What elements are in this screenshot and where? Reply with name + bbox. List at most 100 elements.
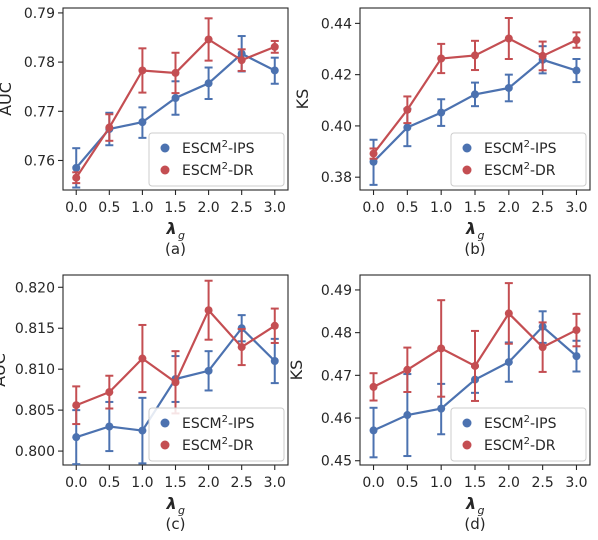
x-tick-label: 3.0: [565, 200, 587, 216]
legend-label-tail: -DR: [228, 438, 254, 454]
x-axis-label-subscript: g: [178, 504, 185, 517]
legend-label-superscript: 2: [524, 436, 530, 447]
legend-marker: [160, 165, 170, 175]
series-dr: [72, 17, 279, 185]
x-tick-label: 1.0: [131, 200, 153, 216]
panel-caption: (c): [166, 515, 186, 533]
x-tick-label: 0.0: [362, 200, 384, 216]
x-tick-label: 0.5: [98, 200, 120, 216]
legend-label-superscript: 2: [524, 161, 530, 172]
data-point: [403, 123, 412, 132]
data-point: [204, 306, 213, 315]
x-tick-label: 0.5: [396, 200, 418, 216]
y-axis-label: AUC: [0, 353, 9, 387]
legend-label-superscript: 2: [222, 139, 228, 150]
legend-label-base: ESCM: [484, 141, 524, 157]
data-point: [504, 358, 513, 367]
data-point: [105, 123, 114, 132]
panel-caption: (b): [464, 240, 485, 258]
data-point: [72, 173, 81, 182]
data-point: [572, 36, 581, 45]
series-dr: [72, 279, 279, 426]
data-point: [403, 411, 412, 420]
y-tick-label: 0.76: [24, 153, 55, 169]
y-tick-label: 0.44: [321, 16, 352, 32]
data-point: [270, 356, 279, 365]
data-point: [204, 35, 213, 44]
legend-marker: [462, 143, 472, 153]
x-axis-label: λ: [465, 219, 476, 238]
legend-label-tail: -IPS: [228, 416, 255, 432]
legend-label-tail: -DR: [530, 163, 556, 179]
legend-label-tail: -DR: [228, 163, 254, 179]
y-tick-label: 0.45: [321, 454, 352, 470]
x-tick-label: 1.5: [464, 475, 486, 491]
y-tick-label: 0.79: [24, 6, 55, 22]
legend-label-base: ESCM: [484, 163, 524, 179]
x-tick-label: 3.0: [264, 475, 286, 491]
x-tick-label: 2.5: [532, 475, 554, 491]
panel-4: 0.45 0.46 0.47 0.48 0.49 0.0 0.5 1.0 1.5 2.0 2.5 3.…: [287, 274, 591, 533]
data-point: [105, 422, 114, 431]
data-point: [204, 79, 213, 88]
y-tick-label: 0.820: [15, 280, 55, 296]
legend-marker: [462, 440, 472, 450]
y-tick-label: 0.47: [321, 368, 352, 384]
data-point: [437, 404, 446, 413]
x-tick-label: 0.5: [396, 475, 418, 491]
data-point: [138, 426, 147, 435]
x-tick-label: 0.0: [65, 200, 87, 216]
y-axis-label: KS: [287, 360, 306, 381]
data-point: [138, 354, 147, 363]
legend-box: [450, 407, 587, 462]
legend-label: ESCM2-DR: [484, 161, 556, 179]
x-tick-label: 1.0: [430, 200, 452, 216]
x-tick-label: 0.0: [362, 475, 384, 491]
legend-label-base: ESCM: [182, 438, 222, 454]
data-point: [504, 34, 513, 43]
x-tick-label: 0.0: [65, 475, 87, 491]
legend-label-tail: -IPS: [530, 416, 557, 432]
legend-label-superscript: 2: [524, 414, 530, 425]
x-tick-label: 2.0: [498, 200, 520, 216]
data-point: [471, 90, 479, 99]
legend-label-tail: -IPS: [530, 141, 557, 157]
series-dr: [369, 282, 581, 402]
panel-caption: (a): [165, 240, 186, 258]
panel-1: 0.76 0.77 0.78 0.79 0.0 0.5 1.0 1.5 2.0 2.5 3.0 AUC…: [0, 6, 289, 258]
data-point: [437, 54, 446, 63]
y-tick-label: 0.800: [15, 444, 55, 460]
x-axis-label: λ: [165, 494, 176, 513]
data-point: [471, 51, 479, 60]
x-tick-label: 2.5: [231, 475, 253, 491]
legend-label: ESCM2-DR: [182, 436, 254, 454]
legend-label-base: ESCM: [182, 141, 222, 157]
x-tick-label: 3.0: [264, 200, 286, 216]
data-point: [138, 66, 147, 75]
x-tick-label: 2.5: [231, 200, 253, 216]
x-tick-label: 1.5: [164, 200, 186, 216]
legend-label-base: ESCM: [182, 416, 222, 432]
data-point: [72, 433, 81, 442]
series-dr: [369, 16, 581, 160]
legend-marker: [462, 165, 472, 175]
legend-label: ESCM2-IPS: [484, 414, 557, 432]
x-tick-label: 2.5: [532, 200, 554, 216]
data-point: [504, 309, 513, 318]
legend-label-base: ESCM: [484, 438, 524, 454]
data-point: [72, 401, 81, 410]
data-point: [171, 378, 180, 387]
y-axis-label: KS: [293, 89, 312, 110]
x-tick-label: 1.0: [131, 475, 153, 491]
legend-label-tail: -IPS: [228, 141, 255, 157]
data-point: [105, 388, 114, 397]
x-tick-label: 1.5: [464, 200, 486, 216]
legend-box: [148, 132, 285, 187]
y-tick-label: 0.815: [15, 321, 55, 337]
data-point: [270, 66, 279, 75]
panel-caption: (d): [464, 515, 485, 533]
x-tick-label: 2.0: [498, 475, 520, 491]
legend-label: ESCM2-DR: [484, 436, 556, 454]
